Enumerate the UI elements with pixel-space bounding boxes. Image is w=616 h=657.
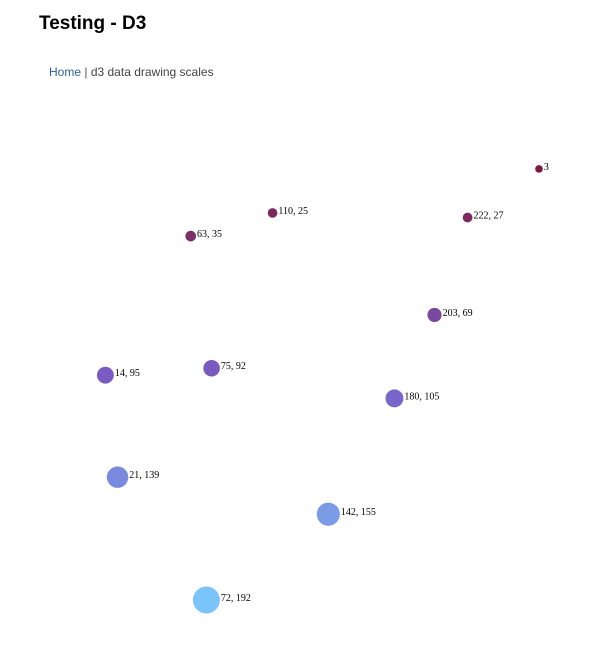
data-point-label: 222, 27 [474,211,504,222]
breadcrumb-current: d3 data drawing scales [90,65,214,79]
data-point [106,466,129,488]
data-point-label: 63, 35 [197,229,222,240]
data-point [427,307,442,323]
data-point [316,502,340,526]
page-title: Testing - D3 [39,13,147,34]
data-point [385,389,404,408]
data-point [185,230,197,242]
data-point [96,366,114,384]
data-point-label: 142, 155 [341,507,376,518]
breadcrumb-home-link[interactable]: Home [49,65,82,79]
data-point [535,165,543,173]
data-point-label: 72, 192 [221,593,251,604]
breadcrumb-separator: | [84,65,88,79]
data-point [203,359,220,377]
data-point-label: 3 [544,162,549,173]
data-point-label: 21, 139 [129,470,159,481]
data-point-label: 110, 25 [278,206,308,217]
data-point-label: 180, 105 [404,391,439,402]
data-point [267,208,278,218]
data-point-label: 203, 69 [443,308,473,319]
breadcrumb: Home | d3 data drawing scales [49,65,214,79]
data-point-label: 14, 95 [115,368,140,379]
data-point [192,586,220,614]
data-point [462,212,473,223]
data-point-label: 75, 92 [221,361,246,372]
